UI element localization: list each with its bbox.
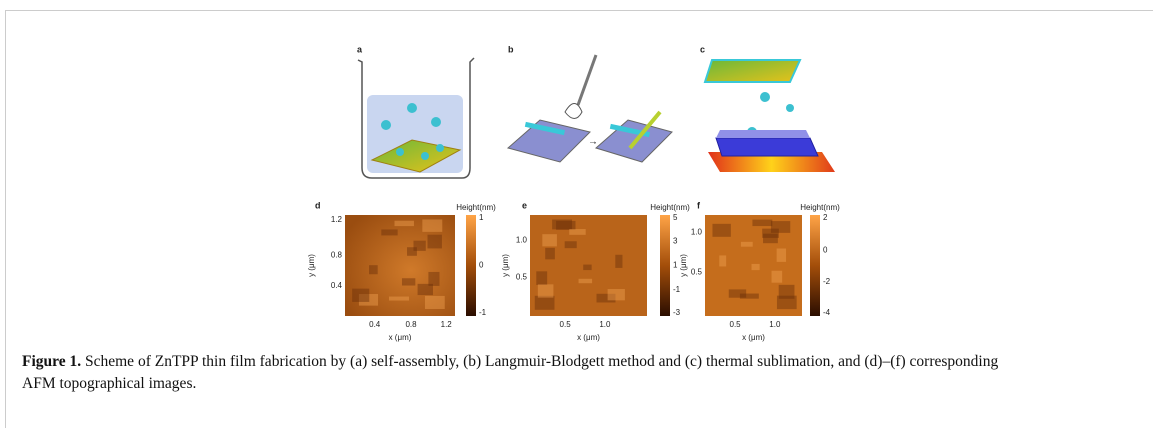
afm-texture bbox=[751, 264, 759, 270]
afm-texture bbox=[394, 221, 413, 226]
colorbar-tick-label: 1 bbox=[479, 213, 484, 222]
afm-texture bbox=[565, 241, 577, 248]
colorbar-title: Height(nm) bbox=[650, 203, 690, 212]
colorbar-tick-label: 5 bbox=[673, 213, 678, 222]
x-tick-label: 0.5 bbox=[730, 320, 742, 329]
panel-label: d bbox=[315, 200, 321, 210]
colorbar-tick-label: -3 bbox=[673, 308, 681, 317]
x-tick-label: 1.0 bbox=[769, 320, 781, 329]
afm-texture bbox=[422, 219, 442, 231]
afm-texture bbox=[389, 297, 409, 301]
colorbar-tick-label: -1 bbox=[479, 308, 487, 317]
afm-texture bbox=[352, 289, 369, 302]
afm-texture bbox=[536, 271, 547, 285]
illustration-a bbox=[358, 58, 474, 178]
colorbar-tick-label: 0 bbox=[823, 245, 828, 254]
y-tick-label: 1.0 bbox=[516, 235, 528, 244]
afm-texture bbox=[777, 248, 786, 261]
afm-texture bbox=[535, 296, 555, 310]
panel-label: f bbox=[697, 200, 701, 210]
panel-label: c bbox=[700, 44, 705, 54]
colorbar-title: Height(nm) bbox=[456, 203, 496, 212]
colorbar bbox=[810, 215, 820, 316]
y-tick-label: 0.5 bbox=[516, 273, 528, 282]
afm-texture bbox=[583, 265, 591, 271]
afm-texture bbox=[729, 289, 746, 297]
afm-texture bbox=[712, 224, 730, 237]
illustration-c bbox=[705, 60, 835, 172]
x-tick-label: 0.8 bbox=[405, 320, 417, 329]
colorbar-tick-label: -4 bbox=[823, 308, 831, 317]
afm-texture bbox=[741, 242, 753, 247]
y-tick-label: 0.4 bbox=[331, 281, 343, 290]
page: → abcdHeight(nm)10-11.20.80.40.40.81.2x … bbox=[0, 0, 1153, 427]
panel-label: e bbox=[522, 200, 527, 210]
colorbar bbox=[660, 215, 670, 316]
x-tick-label: 1.2 bbox=[441, 320, 453, 329]
figure-caption: Figure 1. Scheme of ZnTPP thin film fabr… bbox=[22, 351, 1022, 395]
afm-texture bbox=[779, 285, 795, 299]
afm-texture bbox=[538, 284, 554, 297]
y-tick-label: 0.5 bbox=[691, 268, 703, 277]
illustration-b: → bbox=[508, 55, 672, 162]
colorbar-tick-label: 2 bbox=[823, 213, 828, 222]
afm-texture bbox=[608, 289, 625, 300]
x-tick-label: 0.5 bbox=[560, 320, 572, 329]
afm-texture bbox=[752, 220, 772, 226]
y-tick-label: 0.8 bbox=[331, 251, 343, 260]
colorbar-title: Height(nm) bbox=[800, 203, 840, 212]
y-axis-label: y (μm) bbox=[307, 254, 316, 277]
afm-texture bbox=[772, 271, 783, 283]
x-axis-label: x (μm) bbox=[577, 333, 600, 342]
y-tick-label: 1.2 bbox=[331, 215, 343, 224]
afm-texture bbox=[407, 247, 417, 256]
afm-texture bbox=[545, 248, 555, 259]
afm-texture bbox=[569, 229, 585, 235]
colorbar bbox=[466, 215, 476, 316]
afm-texture bbox=[428, 272, 439, 286]
y-axis-label: y (μm) bbox=[501, 254, 510, 277]
y-tick-label: 1.0 bbox=[691, 227, 703, 236]
afm-texture bbox=[425, 296, 445, 309]
x-tick-label: 0.4 bbox=[369, 320, 381, 329]
colorbar-tick-label: 0 bbox=[479, 261, 484, 270]
panel-label: a bbox=[357, 44, 363, 54]
colorbar-tick-label: -1 bbox=[673, 285, 681, 294]
x-tick-label: 1.0 bbox=[599, 320, 611, 329]
x-axis-label: x (μm) bbox=[389, 333, 412, 342]
panel-label: b bbox=[508, 44, 514, 54]
caption-text: Scheme of ZnTPP thin film fabrication by… bbox=[22, 353, 998, 392]
afm-texture bbox=[427, 235, 441, 249]
x-axis-label: x (μm) bbox=[742, 333, 765, 342]
colorbar-tick-label: -2 bbox=[823, 277, 831, 286]
afm-texture bbox=[369, 265, 378, 274]
colorbar-tick-label: 3 bbox=[673, 236, 678, 245]
afm-texture bbox=[402, 278, 415, 285]
afm-texture bbox=[719, 255, 726, 266]
svg-text:→: → bbox=[588, 137, 598, 148]
afm-texture bbox=[542, 234, 557, 246]
caption-label: Figure 1. bbox=[22, 353, 81, 370]
afm-texture bbox=[556, 221, 575, 230]
afm-texture bbox=[579, 279, 593, 283]
afm-texture bbox=[418, 284, 433, 295]
afm-texture bbox=[615, 255, 622, 268]
afm-texture bbox=[381, 229, 397, 235]
afm-texture bbox=[762, 229, 779, 238]
colorbar-tick-label: 1 bbox=[673, 261, 678, 270]
y-axis-label: y (μm) bbox=[679, 254, 688, 277]
